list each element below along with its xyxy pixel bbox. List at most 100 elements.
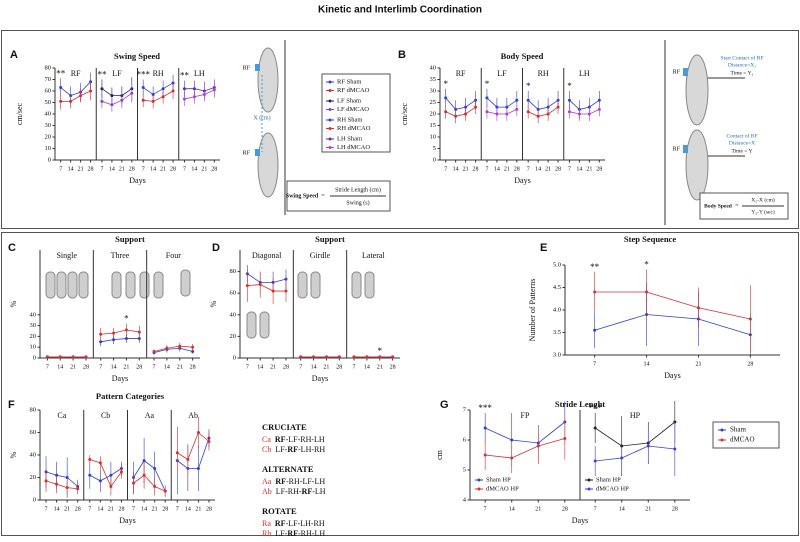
x-tick-label: 7 — [353, 364, 356, 370]
x-tick-label: 21 — [78, 166, 84, 172]
x-tick-label: 7 — [100, 166, 103, 172]
x-tick-label: 14 — [109, 166, 115, 172]
data-point — [142, 473, 146, 477]
legend-label: dMCAO HP — [486, 485, 519, 492]
significance-label: ** — [180, 71, 190, 81]
significance-label: ** — [56, 68, 66, 78]
y-axis-label: cm/sec — [400, 102, 409, 125]
chart-title: Support — [315, 234, 345, 244]
legend-label: dMCAO — [730, 436, 755, 444]
series-line — [100, 338, 140, 343]
chart-title: Swing Speed — [114, 51, 160, 61]
x-axis-label: Days — [572, 516, 588, 525]
figure-title: Kinetic and Interlimb Coordination — [318, 5, 482, 16]
y-tick-label: 40 — [430, 64, 437, 71]
facet-label: Cb — [101, 411, 110, 420]
x-tick-label: 28 — [390, 364, 396, 370]
data-point — [153, 467, 157, 470]
pattern-sequence: RF — [287, 529, 298, 537]
data-point — [365, 355, 369, 359]
x-tick-label: 7 — [485, 166, 488, 172]
x-tick-label: 28 — [562, 506, 568, 512]
pattern-sequence: -LF-RH-LH — [286, 435, 325, 444]
data-point — [196, 431, 200, 434]
start-label: Time = Y₁ — [731, 70, 754, 76]
data-point — [161, 95, 165, 99]
facet-label: HP — [630, 411, 641, 420]
x-tick-label: 21 — [586, 166, 592, 172]
x-tick-label: 7 — [299, 364, 302, 370]
legend-label: LH Sham — [337, 135, 362, 142]
pattern-sequence: -LH-RH — [298, 445, 325, 454]
facet-label: Ab — [188, 411, 198, 420]
significance-label: *** — [588, 403, 602, 413]
data-point — [593, 290, 597, 294]
y-tick-label: 20 — [30, 474, 37, 481]
series-line — [527, 99, 559, 110]
x-tick-label: 14 — [494, 166, 500, 172]
data-point — [100, 87, 104, 91]
y-axis-label: % — [9, 451, 18, 458]
legend-label: RH dMCAO — [337, 125, 371, 132]
legend-label: Sham HP — [596, 476, 621, 483]
panel-frame — [1, 232, 799, 536]
data-point — [378, 355, 382, 359]
data-point — [84, 355, 88, 359]
series-line — [133, 460, 166, 492]
formula-eq: = — [735, 203, 739, 209]
data-point — [312, 355, 316, 359]
x-tick-label: 28 — [555, 166, 561, 172]
y-tick-label: 0 — [33, 354, 36, 361]
data-point — [124, 337, 128, 341]
data-point — [182, 87, 186, 91]
y-tick-label: 0 — [233, 354, 236, 361]
x-tick-label: 21 — [695, 361, 701, 367]
series-line — [595, 445, 675, 462]
y-tick-label: 4.5 — [553, 284, 561, 291]
y-tick-label: 4.0 — [553, 306, 561, 313]
x-tick-label: 28 — [336, 364, 342, 370]
x-tick-label: 14 — [141, 506, 147, 512]
chart-title: Stride Lenght — [555, 399, 605, 409]
x-tick-label: 21 — [119, 166, 125, 172]
data-point — [112, 338, 116, 342]
start-label: Distance=X₁ — [728, 62, 756, 68]
legend-label: RF Sham — [337, 78, 361, 85]
data-point — [130, 91, 134, 95]
series-line — [486, 109, 517, 115]
series-line — [486, 97, 518, 108]
legend-swatch — [328, 118, 332, 122]
data-point — [192, 87, 196, 91]
data-point — [645, 290, 649, 294]
data-point — [182, 97, 186, 101]
y-tick-label: 70 — [45, 76, 52, 83]
facet-label: RH — [538, 69, 549, 78]
data-point — [186, 458, 190, 461]
legend-swatch — [720, 428, 724, 432]
significance-label: *** — [136, 70, 150, 80]
pattern-sequence: -LH — [312, 487, 326, 496]
y-tick-label: 20 — [30, 333, 37, 340]
data-point — [324, 355, 328, 359]
facet-label: Aa — [145, 411, 155, 420]
x-tick-label: 14 — [68, 166, 74, 172]
x-tick-label: 7 — [527, 166, 530, 172]
y-tick-label: 80 — [45, 64, 52, 71]
y-tick-label: 60 — [230, 290, 237, 297]
pattern-sequence: LF- — [275, 529, 287, 537]
data-point — [284, 277, 288, 281]
x-tick-label: 14 — [191, 166, 197, 172]
legend-swatch — [477, 478, 481, 482]
x-axis-label: Days — [514, 176, 530, 185]
data-point — [337, 355, 341, 359]
data-point — [556, 105, 560, 109]
data-point — [161, 87, 165, 91]
legend-swatch — [328, 146, 332, 149]
x-tick-label: 28 — [162, 506, 168, 512]
contact-label: Time = Y — [731, 148, 752, 154]
data-point — [510, 438, 514, 442]
x-tick-label: 7 — [46, 364, 49, 370]
x-tick-label: 14 — [150, 166, 156, 172]
series-line — [184, 89, 215, 100]
